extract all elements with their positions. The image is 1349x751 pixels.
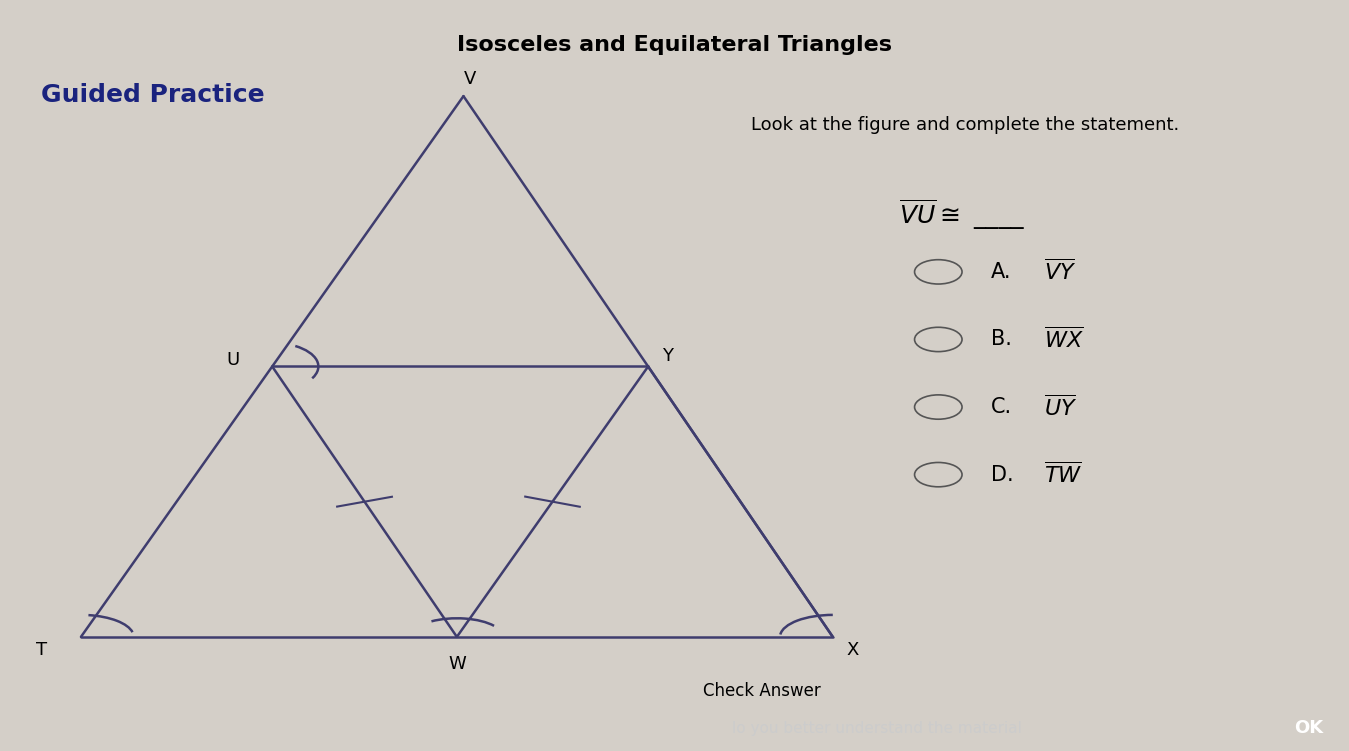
Text: T: T xyxy=(36,641,47,659)
Text: W: W xyxy=(448,655,465,673)
Text: OK: OK xyxy=(1294,719,1323,737)
Text: Isosceles and Equilateral Triangles: Isosceles and Equilateral Triangles xyxy=(457,35,892,56)
Text: X: X xyxy=(846,641,859,659)
Text: $\overline{UY}$: $\overline{UY}$ xyxy=(1044,394,1077,420)
Text: C.: C. xyxy=(992,397,1012,417)
Text: Guided Practice: Guided Practice xyxy=(42,83,264,107)
Text: A.: A. xyxy=(992,262,1012,282)
Text: lo you better understand the material: lo you better understand the material xyxy=(733,721,1021,736)
Text: Y: Y xyxy=(662,348,673,365)
Text: V: V xyxy=(464,70,476,88)
Text: $\overline{WX}$: $\overline{WX}$ xyxy=(1044,327,1083,352)
Text: Check Answer: Check Answer xyxy=(703,682,822,700)
Text: $\overline{VY}$: $\overline{VY}$ xyxy=(1044,259,1077,285)
Text: B.: B. xyxy=(992,330,1012,349)
Text: U: U xyxy=(227,351,239,369)
Text: $\overline{VU}$$\cong$ ____: $\overline{VU}$$\cong$ ____ xyxy=(898,198,1025,232)
Text: Look at the figure and complete the statement.: Look at the figure and complete the stat… xyxy=(750,116,1179,134)
Text: $\overline{TW}$: $\overline{TW}$ xyxy=(1044,462,1082,487)
Text: D.: D. xyxy=(992,465,1013,484)
